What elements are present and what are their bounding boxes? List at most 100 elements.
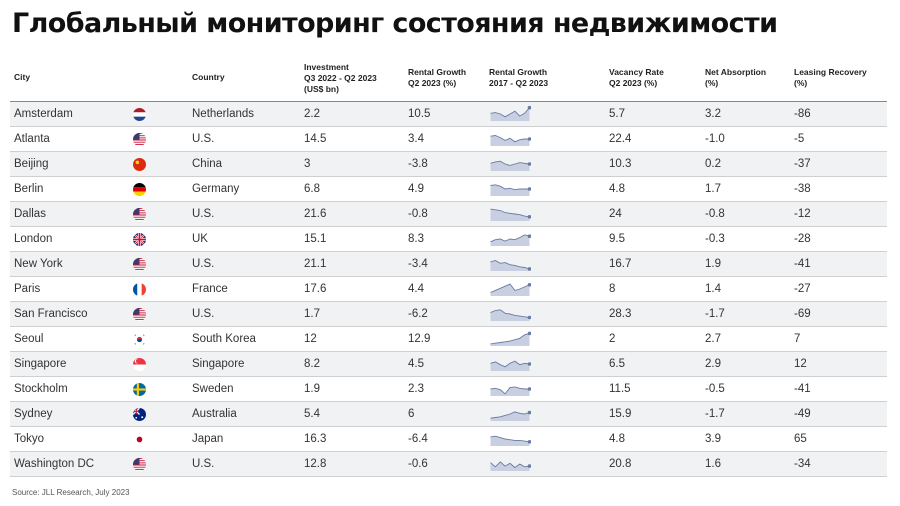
sparkline-line xyxy=(490,234,530,243)
sparkline-line xyxy=(490,208,530,218)
cell-city: Washington DC xyxy=(14,458,95,470)
cell-vacancy-rate: 16.7 xyxy=(609,258,632,270)
cell-rental-growth: 3.4 xyxy=(408,133,424,145)
flag-us-icon xyxy=(133,133,146,146)
cell-rental-growth: -3.4 xyxy=(408,258,428,270)
table-row: Stockholm Sweden 1.9 2.3 11.5 -0.5 -41 xyxy=(10,377,887,402)
sparkline xyxy=(490,410,532,421)
cell-net-absorption: 1.9 xyxy=(705,258,721,270)
column-header-net-absorption: Net Absorption (%) xyxy=(705,67,767,88)
cell-vacancy-rate: 9.5 xyxy=(609,233,625,245)
cell-investment: 5.4 xyxy=(304,408,320,420)
cell-net-absorption: 2.7 xyxy=(705,333,721,345)
flag-de-icon xyxy=(133,183,146,196)
cell-net-absorption: -0.3 xyxy=(705,233,725,245)
cell-country: U.S. xyxy=(192,133,215,145)
cell-investment: 15.1 xyxy=(304,233,327,245)
cell-city: Stockholm xyxy=(14,383,68,395)
cell-country: U.S. xyxy=(192,308,215,320)
cell-net-absorption: 3.9 xyxy=(705,433,721,445)
rental-trend-sparkline xyxy=(489,380,532,402)
cell-vacancy-rate: 6.5 xyxy=(609,358,625,370)
cell-city: Singapore xyxy=(14,358,67,370)
rental-trend-sparkline xyxy=(489,155,532,177)
sparkline xyxy=(490,105,532,121)
cell-investment: 12 xyxy=(304,333,317,345)
cell-vacancy-rate: 22.4 xyxy=(609,133,632,145)
sparkline xyxy=(490,331,532,346)
table-row: San Francisco U.S. 1.7 -6.2 28.3 -1.7 -69 xyxy=(10,302,887,327)
column-header-city: City xyxy=(14,72,31,82)
flag-us-icon xyxy=(133,208,146,221)
table-row: Atlanta U.S. 14.5 3.4 22.4 -1.0 -5 xyxy=(10,127,887,152)
cell-leasing-recovery: -41 xyxy=(794,258,811,270)
cell-country: U.S. xyxy=(192,458,215,470)
flag-sg-icon xyxy=(133,358,146,371)
column-header-vacancy-rate: Vacancy Rate Q2 2023 (%) xyxy=(609,67,664,88)
cell-net-absorption: 1.4 xyxy=(705,283,721,295)
sparkline xyxy=(490,160,532,171)
cell-vacancy-rate: 8 xyxy=(609,283,616,295)
cell-vacancy-rate: 4.8 xyxy=(609,433,625,445)
table-row: Seoul South Korea 12 12.9 2 2.7 7 xyxy=(10,327,887,352)
cell-leasing-recovery: -38 xyxy=(794,183,811,195)
cell-investment: 21.1 xyxy=(304,258,327,270)
rental-trend-sparkline xyxy=(489,205,532,227)
table-row: Beijing China 3 -3.8 10.3 0.2 -37 xyxy=(10,152,887,177)
cell-country: France xyxy=(192,283,228,295)
cell-rental-growth: -0.6 xyxy=(408,458,428,470)
cell-city: Tokyo xyxy=(14,433,45,445)
cell-city: San Francisco xyxy=(14,308,88,320)
sparkline xyxy=(490,435,532,446)
cell-net-absorption: -1.0 xyxy=(705,133,725,145)
cell-net-absorption: -0.5 xyxy=(705,383,725,395)
cell-net-absorption: 2.9 xyxy=(705,358,721,370)
table-row: Berlin Germany 6.8 4.9 4.8 1.7 -38 xyxy=(10,177,887,202)
cell-country: UK xyxy=(192,233,208,245)
sparkline-endpoint xyxy=(527,234,532,238)
cell-leasing-recovery: 7 xyxy=(794,333,801,345)
cell-net-absorption: -1.7 xyxy=(705,408,725,420)
sparkline-endpoint xyxy=(527,410,532,415)
cell-city: Paris xyxy=(14,283,41,295)
flag-jp-icon xyxy=(133,433,146,446)
flag-au-icon xyxy=(133,408,146,421)
table-row: Washington DC U.S. 12.8 -0.6 20.8 1.6 -34 xyxy=(10,452,887,477)
sparkline-area xyxy=(490,284,530,296)
table-row: Amsterdam Netherlands 2.2 10.5 5.7 3.2 -86 xyxy=(10,102,887,127)
cell-investment: 3 xyxy=(304,158,311,170)
sparkline-line xyxy=(490,135,530,143)
cell-rental-growth: -0.8 xyxy=(408,208,428,220)
table-row: London UK 15.1 8.3 9.5 -0.3 -28 xyxy=(10,227,887,252)
sparkline-endpoint xyxy=(527,283,532,287)
sparkline-area xyxy=(490,209,530,221)
sparkline-area xyxy=(490,184,530,196)
cell-investment: 16.3 xyxy=(304,433,327,445)
cell-net-absorption: 1.7 xyxy=(705,183,721,195)
cell-rental-growth: 6 xyxy=(408,408,415,420)
sparkline-area xyxy=(490,161,530,171)
flag-fr-icon xyxy=(133,283,146,296)
cell-city: New York xyxy=(14,258,63,270)
sparkline-line xyxy=(490,461,530,469)
header-rule xyxy=(10,101,887,102)
rental-trend-sparkline xyxy=(489,430,532,452)
cell-leasing-recovery: -49 xyxy=(794,408,811,420)
column-header-investment: Investment Q3 2022 - Q2 2023 (US$ bn) xyxy=(304,62,377,94)
sparkline xyxy=(490,360,532,371)
cell-leasing-recovery: 65 xyxy=(794,433,807,445)
cell-city: London xyxy=(14,233,53,245)
cell-rental-growth: -6.4 xyxy=(408,433,428,445)
cell-rental-growth: 12.9 xyxy=(408,333,431,345)
cell-vacancy-rate: 5.7 xyxy=(609,108,625,120)
flag-kr-icon xyxy=(133,333,146,346)
rental-trend-sparkline xyxy=(489,280,532,302)
rental-trend-sparkline xyxy=(489,105,532,127)
flag-gb-icon xyxy=(133,233,146,246)
table-row: Tokyo Japan 16.3 -6.4 4.8 3.9 65 xyxy=(10,427,887,452)
sparkline-area xyxy=(490,386,530,396)
sparkline-line xyxy=(490,360,530,368)
table-row: New York U.S. 21.1 -3.4 16.7 1.9 -41 xyxy=(10,252,887,277)
cell-leasing-recovery: -28 xyxy=(794,233,811,245)
column-header-rental-trend: Rental Growth 2017 - Q2 2023 xyxy=(489,67,549,88)
